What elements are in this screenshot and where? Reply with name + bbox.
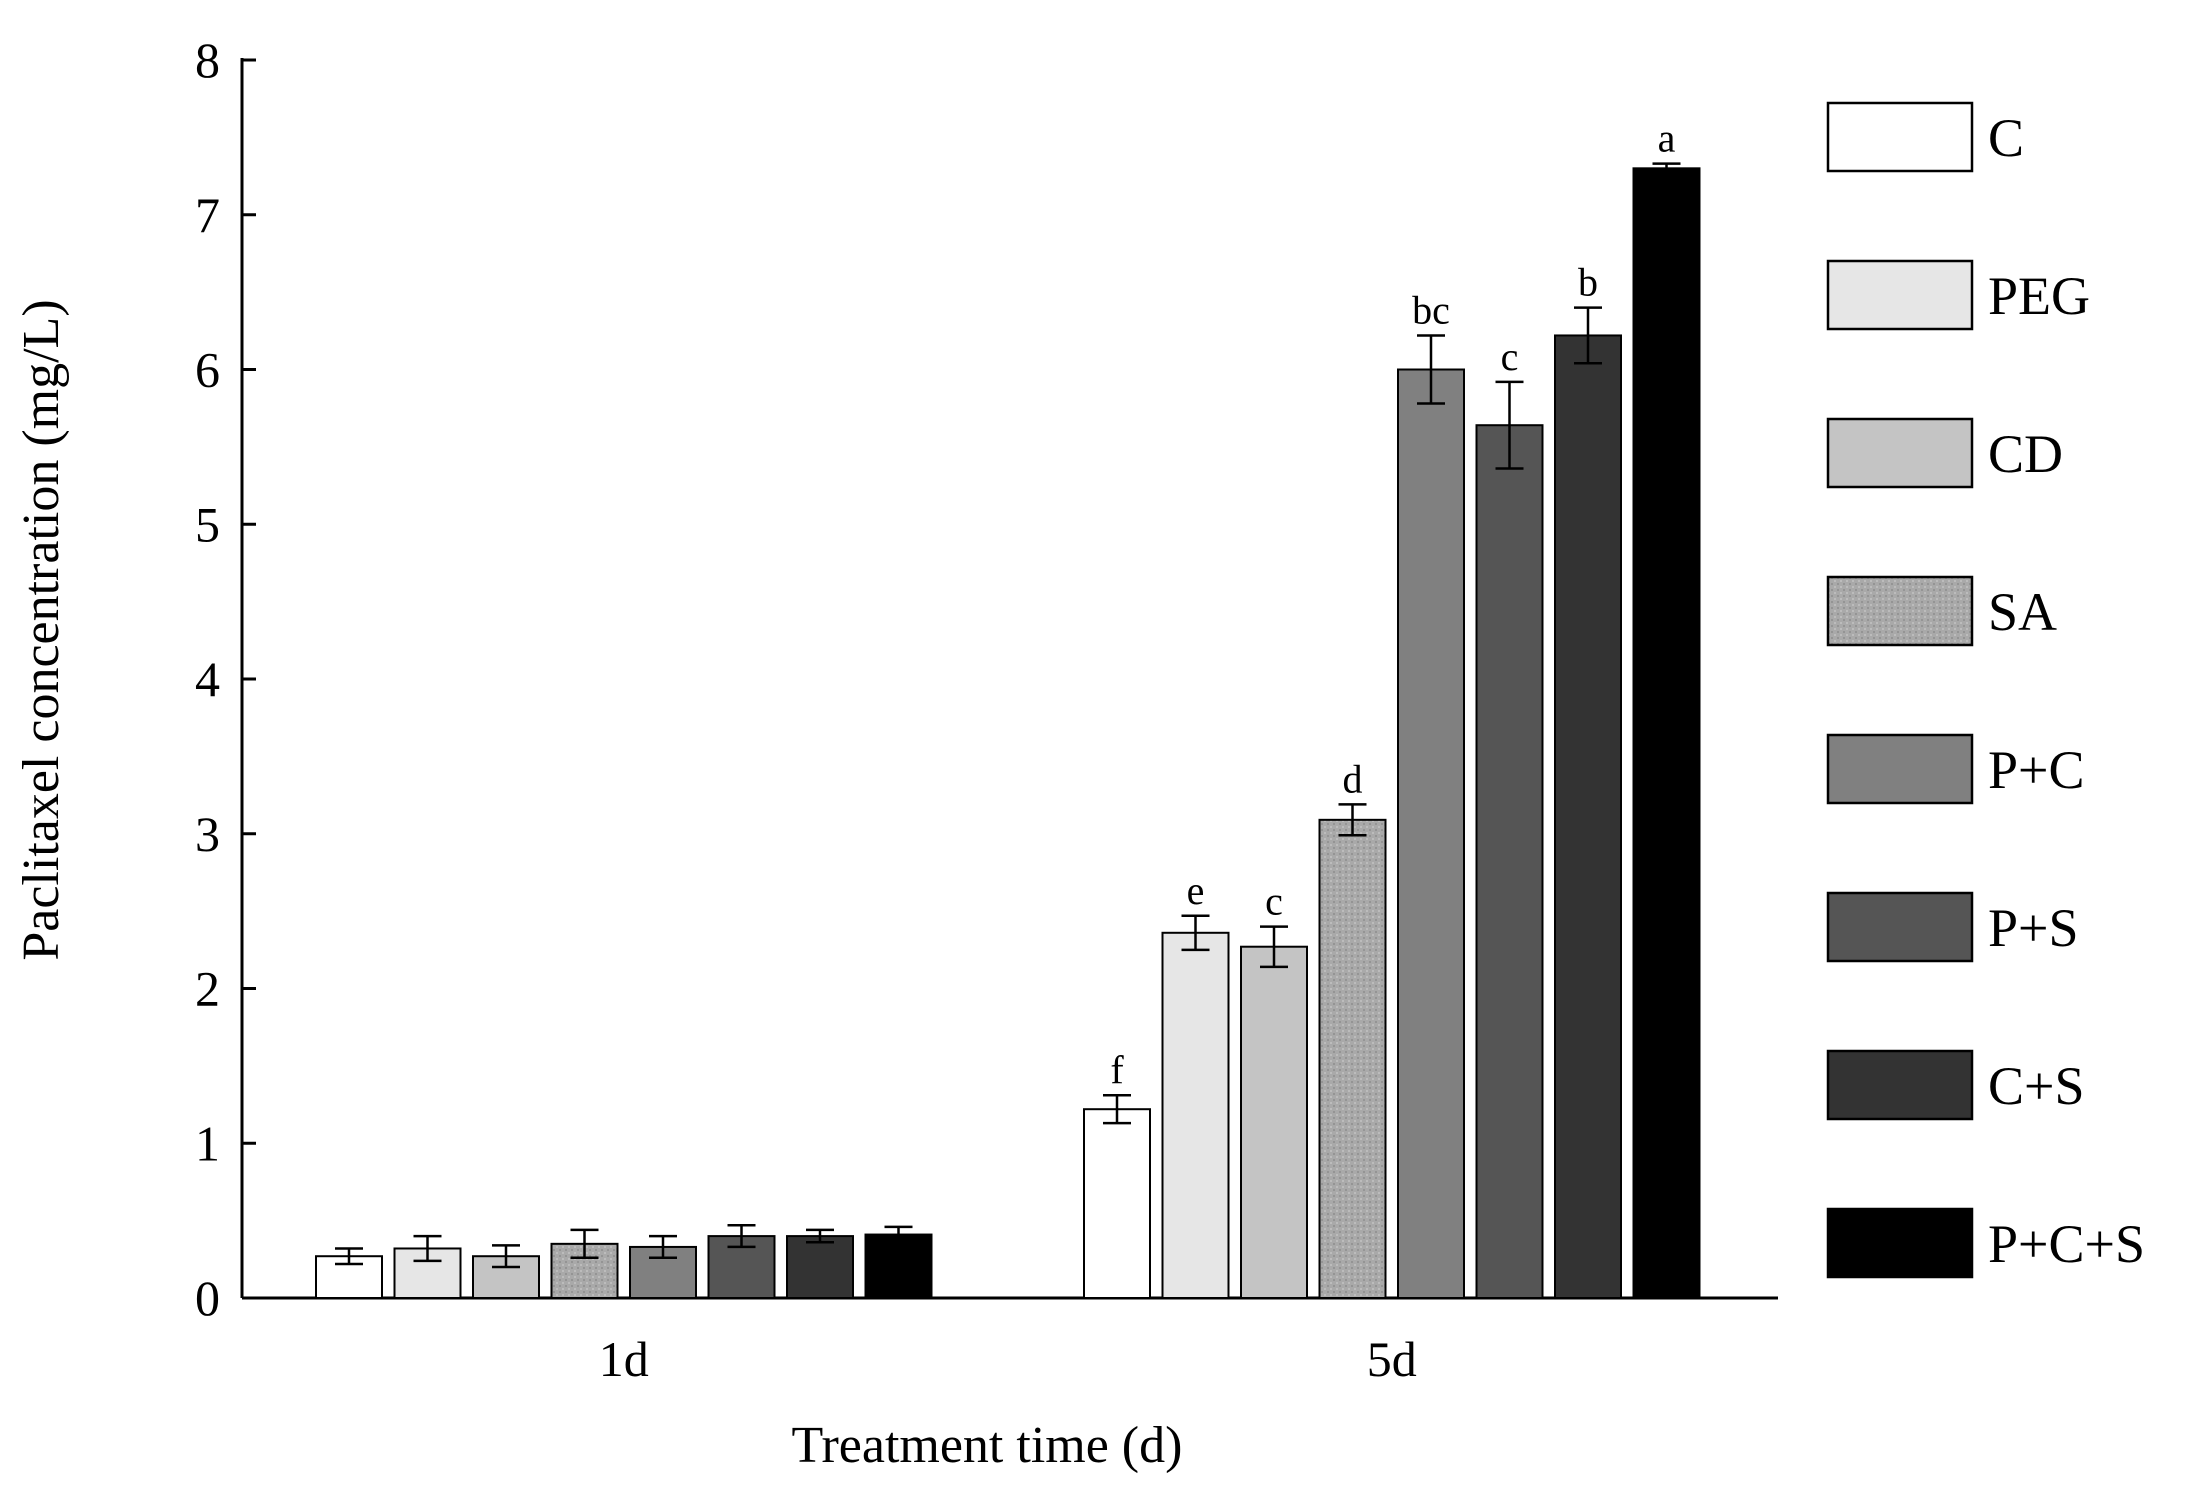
bar-c-s-1d [786,1235,854,1299]
error-bar [413,1234,442,1263]
bar-group: f e c d bc c b a [315,116,1701,1300]
bar-p-c-5d [1397,368,1465,1299]
y-tick-label: 5 [195,496,220,552]
legend-swatch [1826,733,1974,805]
legend-label: SA [1988,582,2057,642]
error-bar [1574,306,1602,365]
legend-label: C+S [1988,1056,2085,1116]
bar-c-5d [1083,1108,1151,1299]
y-tick-label: 1 [195,1115,220,1171]
significance-label: d [1343,756,1363,801]
legend-label: PEG [1988,266,2090,326]
legend-entry: CD [1826,417,2063,489]
error-bar [335,1247,363,1266]
y-tick-label: 3 [195,806,220,862]
legend-entry: P+C [1826,733,2085,805]
legend-entry: SA [1826,575,2057,647]
y-tick-label: 0 [195,1270,220,1326]
error-bar [1181,914,1210,952]
legend-entry: P+C+S [1826,1207,2145,1279]
bar-p-s-5d [1475,424,1544,1299]
y-axis: 0 1 2 3 4 5 6 7 8 [195,32,256,1326]
significance-label: c [1501,334,1519,379]
bar-p-c-s-1d [864,1233,933,1299]
legend-swatch [1826,417,1974,489]
y-tick-label: 6 [195,342,220,398]
legend-swatch [1826,259,1974,331]
significance-label: bc [1412,287,1450,332]
error-bar [806,1228,834,1244]
error-bar [649,1234,677,1260]
error-bar [1260,925,1288,969]
error-bar [570,1228,599,1260]
significance-label: b [1578,260,1598,305]
legend: C PEG CD SA P+C P+S C+S P+C+S [1826,101,2145,1279]
x-tick-label: 1d [599,1331,649,1387]
legend-swatch [1826,1207,1974,1279]
legend-entry: PEG [1826,259,2090,331]
error-bar [492,1244,520,1269]
bar-p-c-1d [629,1245,697,1299]
x-tick-label: 5d [1367,1331,1417,1387]
legend-swatch [1826,1049,1974,1121]
bar-cd-5d [1240,945,1308,1300]
significance-label: f [1110,1047,1124,1092]
legend-swatch [1826,101,1974,173]
bar-sa-5d [1318,818,1387,1299]
error-bar [1103,1094,1131,1125]
y-axis-title: Paclitaxel concentration (mg/L) [13,299,70,960]
significance-label: c [1265,879,1283,924]
legend-label: P+C [1988,740,2085,800]
error-bar [884,1225,913,1244]
legend-label: C [1988,108,2024,168]
legend-label: P+S [1988,898,2079,958]
legend-label: CD [1988,424,2063,484]
legend-swatch [1826,891,1974,963]
legend-entry: P+S [1826,891,2079,963]
legend-swatch [1826,575,1974,647]
significance-label: e [1187,868,1205,913]
bar-sa-1d [550,1242,619,1300]
x-axis-title: Treatment time (d) [792,1417,1183,1474]
x-axis: 1d 5d [242,1296,1778,1387]
y-tick-label: 4 [195,651,220,707]
error-bar [727,1224,756,1249]
y-tick-label: 8 [195,32,220,88]
bar-c-s-5d [1554,334,1622,1299]
legend-entry: C+S [1826,1049,2085,1121]
significance-label: a [1658,116,1676,161]
legend-entry: C [1826,101,2024,173]
legend-label: P+C+S [1988,1214,2145,1274]
error-bar [1495,380,1524,470]
error-bar [1417,334,1445,405]
bar-peg-5d [1161,931,1230,1299]
y-tick-label: 2 [195,961,220,1017]
y-tick-label: 7 [195,187,220,243]
error-bar [1652,162,1681,175]
error-bar [1338,803,1367,837]
bar-p-c-s-5d [1632,167,1701,1300]
